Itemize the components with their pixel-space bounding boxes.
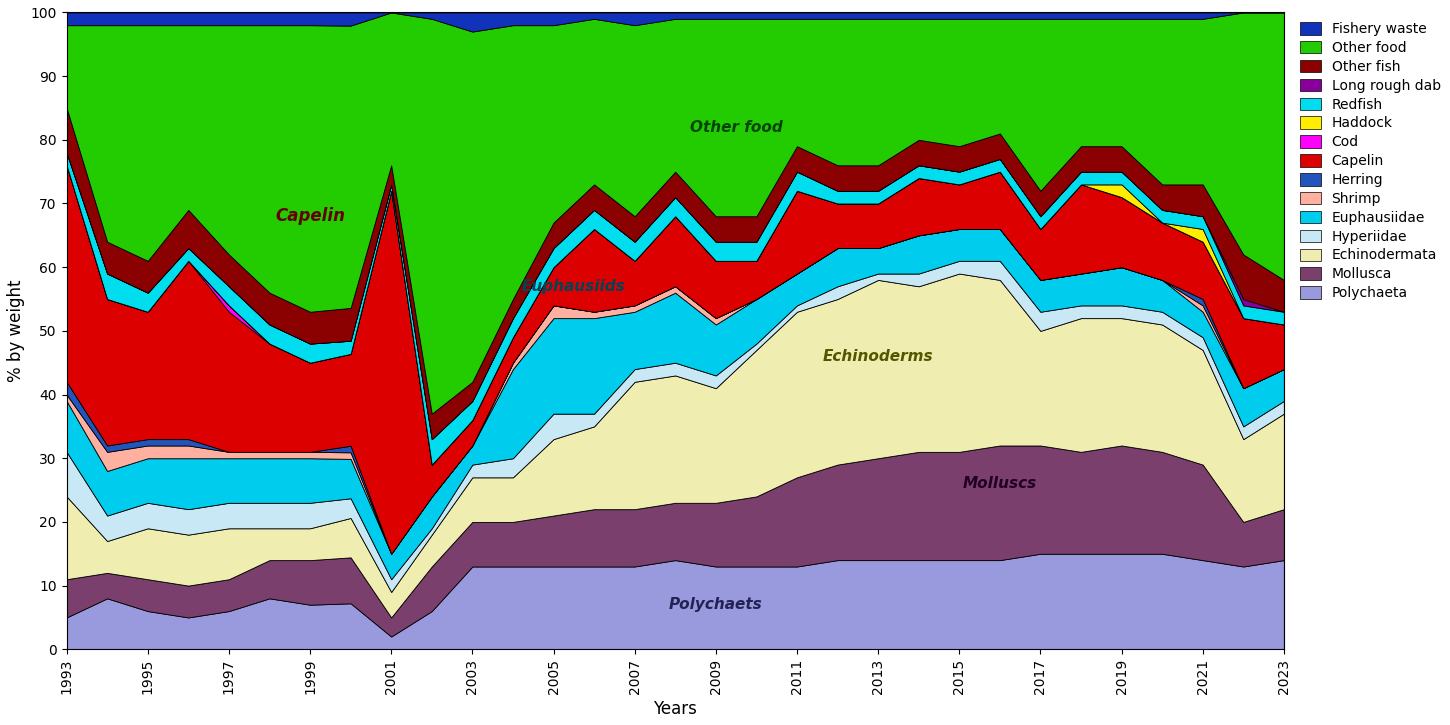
Text: Other food: Other food [690,120,783,135]
Y-axis label: % by weight: % by weight [7,280,25,382]
Text: Polychaets: Polychaets [668,597,763,612]
X-axis label: Years: Years [654,700,697,718]
Text: Molluscs: Molluscs [963,476,1037,492]
Text: Euphausiids: Euphausiids [522,279,625,294]
Text: Echinoderms: Echinoderms [822,349,934,364]
Legend: Fishery waste, Other food, Other fish, Long rough dab, Redfish, Haddock, Cod, Ca: Fishery waste, Other food, Other fish, L… [1296,20,1444,303]
Text: Capelin: Capelin [276,207,345,225]
